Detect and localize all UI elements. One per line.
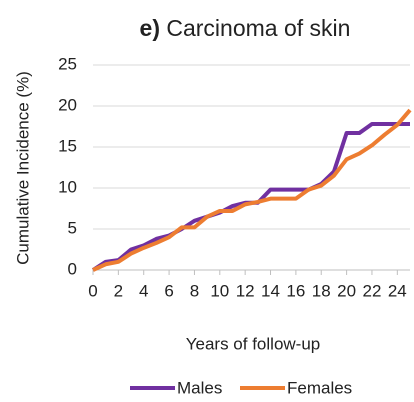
y-axis-title: Cumulative Incidence (%) (13, 71, 32, 265)
y-tick-label: 25 (58, 54, 77, 73)
x-tick-label: 16 (286, 281, 305, 300)
x-tick-label: 0 (88, 281, 97, 300)
chart-title: e) Carcinoma of skin (140, 15, 351, 41)
x-tick-label: 24 (388, 281, 407, 300)
title-text: Carcinoma of skin (166, 15, 350, 41)
x-tick-label: 18 (312, 281, 331, 300)
x-tick-label: 4 (139, 281, 148, 300)
x-tick-label: 22 (362, 281, 381, 300)
legend-label: Males (177, 378, 222, 397)
y-tick-label: 20 (58, 95, 77, 114)
x-axis-title: Years of follow-up (186, 334, 321, 353)
x-tick-label: 12 (236, 281, 255, 300)
y-tick-label: 0 (68, 259, 77, 278)
x-tick-label: 6 (164, 281, 173, 300)
y-tick-label: 15 (58, 136, 77, 155)
legend-label: Females (287, 378, 352, 397)
x-tick-label: 14 (261, 281, 280, 300)
x-tick-label: 20 (337, 281, 356, 300)
x-tick-label: 10 (210, 281, 229, 300)
x-tick-label: 2 (114, 281, 123, 300)
x-tick-label: 8 (190, 281, 199, 300)
panel-label: e) (140, 15, 160, 41)
data-line (92, 108, 412, 272)
y-tick-label: 10 (58, 177, 77, 196)
y-tick-label: 5 (68, 218, 77, 237)
